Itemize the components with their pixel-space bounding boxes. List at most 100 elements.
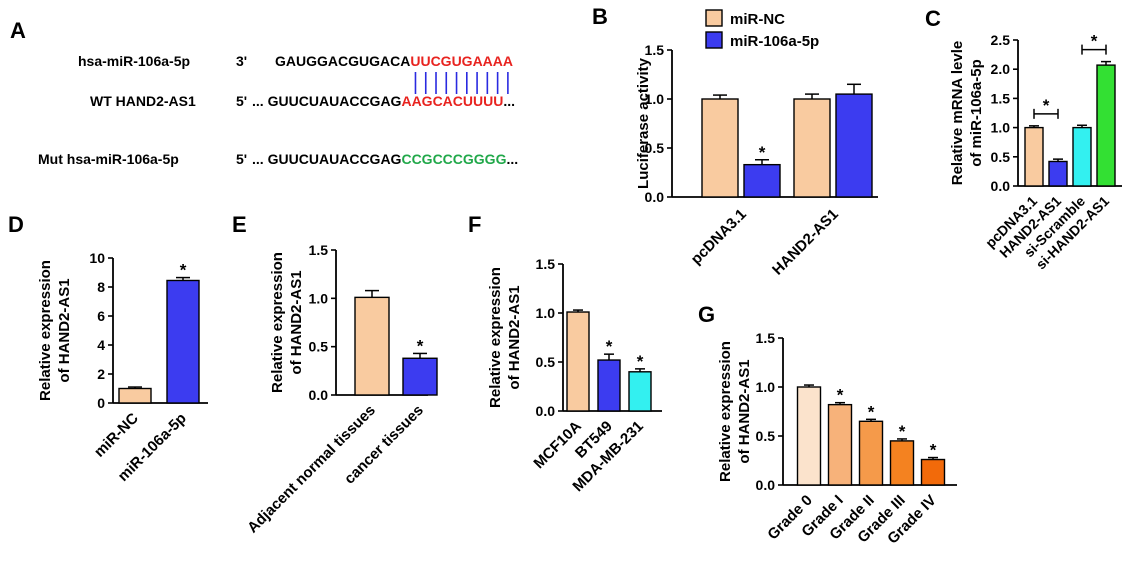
y-tick-label: 1.5 (756, 330, 776, 346)
panel-letter-e: E (232, 212, 247, 237)
significance-star: * (1091, 32, 1098, 51)
bar (858, 420, 884, 486)
y-tick-label: 0.5 (536, 354, 556, 370)
y-tick-label: 4 (97, 337, 105, 353)
y-tick-label: 0.0 (756, 477, 776, 493)
significance-star: * (1043, 96, 1050, 115)
y-tick-label: 8 (97, 279, 105, 295)
bar (793, 98, 831, 198)
bar (597, 359, 621, 412)
row2-seq-red: AAGCACUUUU (401, 93, 503, 109)
bar (354, 296, 390, 396)
significance-star: * (759, 143, 766, 162)
bar (166, 279, 200, 404)
bar (701, 98, 739, 198)
panel-letter-a: A (10, 18, 26, 43)
significance-star: * (606, 337, 613, 356)
y-tick-label: 0.0 (645, 189, 665, 205)
row2-label: WT HAND2-AS1 (90, 93, 196, 109)
significance-star: * (637, 352, 644, 371)
legend-label: miR-NC (730, 11, 785, 28)
y-axis-title: Relative mRNA levle (949, 41, 966, 186)
y-axis-title: Relative expression (37, 260, 54, 401)
y-tick-label: 1.5 (309, 242, 329, 258)
significance-star: * (868, 402, 875, 421)
y-tick-label: 2.5 (991, 32, 1011, 48)
bar (835, 93, 873, 198)
legend-swatch (705, 9, 723, 27)
row3-end: 5' (236, 151, 247, 167)
bar (1096, 64, 1116, 187)
y-tick-label: 6 (97, 308, 105, 324)
y-axis-title: Relative expression (717, 341, 734, 482)
row1-seq-red: UUCGUGAAAA (410, 53, 513, 69)
y-tick-label: 1.5 (645, 42, 665, 58)
bar (1072, 126, 1092, 187)
panel-letter-f: F (468, 212, 481, 237)
bar (566, 311, 590, 412)
panel-letter-d: D (8, 212, 24, 237)
bar (743, 163, 781, 198)
y-tick-label: 1.0 (645, 91, 665, 107)
y-tick-label: 0.0 (309, 387, 329, 403)
chart-c: 0.0 0.5 1.0 1.5 2.0 2.5 Relative mRNA levle of … (949, 32, 1122, 272)
y-axis-title: Relative expression (487, 267, 504, 408)
significance-star: * (899, 422, 906, 441)
bar (796, 386, 822, 486)
chart-e: 0.0 0.5 1.0 1.5 Relative expression of HAND2-… (244, 242, 438, 536)
panel-a-sequence-alignment: A hsa-miR-106a-5p 3' GAUGGACGUGACAUUCGUG… (10, 18, 518, 167)
y-tick-label: 0.5 (645, 140, 665, 156)
row3-dots: ... (252, 151, 264, 167)
row2-dots: ... (252, 93, 264, 109)
row2-sequence: ... GUUCUAUACCGAGAAGCACUUUU... (252, 93, 515, 109)
y-axis-title: of HAND2-AS1 (736, 359, 753, 463)
bar (920, 458, 946, 486)
x-tick-label: pcDNA3.1 (688, 206, 750, 268)
row1-seq-black: GAUGGACGUGACA (275, 53, 410, 69)
legend-label: miR-106a-5p (730, 33, 819, 50)
panel-letter-b: B (592, 4, 608, 29)
y-tick-label: 1.0 (756, 379, 776, 395)
significance-star: * (837, 386, 844, 405)
y-axis-title: Luciferase activity (635, 57, 652, 189)
y-tick-label: 0.5 (309, 339, 329, 355)
y-tick-label: 0 (97, 395, 105, 411)
bar (827, 403, 853, 486)
y-tick-label: 0.0 (991, 178, 1011, 194)
y-tick-label: 0.5 (756, 428, 776, 444)
y-tick-label: 1.5 (991, 90, 1011, 106)
chart-f: 0.0 0.5 1.0 1.5 Relative expression of HAND2-… (487, 256, 662, 495)
bar (1048, 160, 1068, 187)
row1-label: hsa-miR-106a-5p (78, 53, 190, 69)
panel-letter-g: G (698, 302, 715, 327)
row2-trail: ... (503, 93, 515, 109)
y-tick-label: 2 (97, 366, 105, 382)
y-tick-label: 0.0 (536, 403, 556, 419)
legend-swatch (705, 31, 723, 49)
panel-letter-c: C (925, 6, 941, 31)
bar (118, 387, 152, 404)
base-pair-lines (414, 72, 509, 94)
row3-trail: ... (506, 151, 518, 167)
row3-seq-green: CCGCCCGGGG (401, 151, 506, 167)
y-tick-label: 1.0 (536, 305, 556, 321)
y-axis-title: of HAND2-AS1 (506, 285, 523, 389)
row1-end: 3' (236, 53, 247, 69)
y-tick-label: 1.5 (536, 256, 556, 272)
y-tick-label: 10 (89, 250, 105, 266)
y-axis-title: of miR-106a-5p (968, 59, 985, 167)
chart-g: 0.0 0.5 1.0 1.5 Relative expression of HAND2-… (717, 330, 957, 547)
row1-sequence: GAUGGACGUGACAUUCGUGAAAA (275, 53, 513, 69)
bar (889, 440, 915, 486)
bar (402, 357, 438, 396)
significance-star: * (180, 261, 187, 280)
row3-seq-black: GUUCUAUACCGAG (268, 151, 402, 167)
y-axis-title: of HAND2-AS1 (288, 270, 305, 374)
bar (1024, 126, 1044, 187)
y-tick-label: 2.0 (991, 61, 1011, 77)
y-axis-title: of HAND2-AS1 (56, 278, 73, 382)
significance-star: * (930, 441, 937, 460)
